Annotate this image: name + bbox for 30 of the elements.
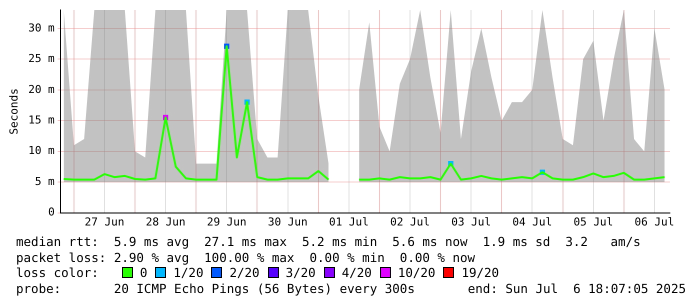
- x-tick-label: 06 Jul: [634, 215, 674, 228]
- y-tick-label: 5 m: [34, 174, 56, 188]
- legend-label: 19/20: [461, 265, 500, 280]
- text: probe: 20 ICMP Echo Pings (56 Bytes) every 300s: [16, 280, 415, 296]
- legend-label: 3/20: [286, 265, 316, 280]
- y-tick-label: 30 m: [28, 21, 56, 34]
- legend-label: 1/20: [173, 265, 204, 280]
- text: packet loss: 2.90 % avg 100.00 % max 0.00 % min 0.00 % now: [16, 250, 476, 265]
- x-tick-label: 28 Jun: [146, 215, 186, 228]
- y-tick-label: 10 m: [28, 144, 56, 158]
- y-axis-title: Seconds: [7, 88, 20, 135]
- legend-label: 0: [140, 265, 148, 280]
- legend-title: loss color:: [16, 265, 100, 280]
- y-tick-label: 0: [48, 206, 55, 219]
- x-tick-label: 30 Jun: [268, 215, 308, 228]
- x-tick-label: 02 Jul: [390, 215, 430, 228]
- text: end: Sun Jul 6 18:07:05 2025: [468, 280, 686, 296]
- legend-label: 4/20: [342, 265, 372, 280]
- x-tick-label: 27 Jun: [84, 215, 124, 228]
- y-tick-label: 15 m: [28, 113, 56, 126]
- y-tick-label: 25 m: [28, 52, 56, 66]
- legend-label: 2/20: [229, 265, 260, 280]
- x-tick-label: 03 Jul: [451, 215, 491, 228]
- x-tick-label: 29 Jun: [206, 215, 247, 228]
- x-tick-label: 04 Jul: [512, 215, 552, 228]
- legend-label: 10/20: [398, 265, 436, 280]
- y-tick-label: 20 m: [28, 82, 56, 96]
- x-tick-label: 01 Jul: [329, 215, 369, 228]
- text: median rtt: 5.9 ms avg 27.1 ms max 5.2 ms min 5.6 ms now 1.9 ms sd 3.2 am/s: [16, 234, 642, 250]
- x-tick-label: 05 Jul: [573, 215, 614, 228]
